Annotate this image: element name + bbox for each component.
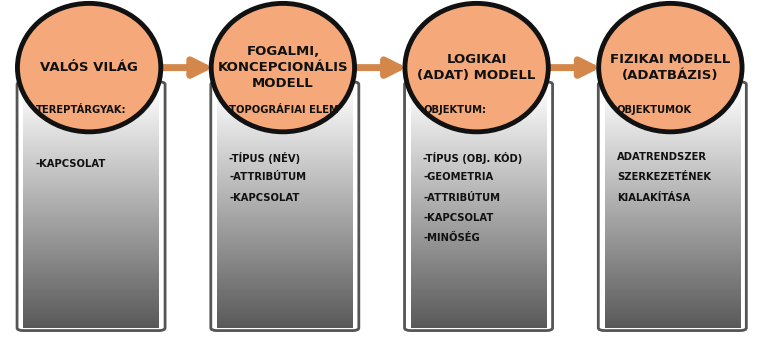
- Text: -TÍPUS (OBJ. KÓD): -TÍPUS (OBJ. KÓD): [423, 152, 522, 164]
- Text: SZERKEZETÉNEK: SZERKEZETÉNEK: [617, 172, 711, 183]
- Text: ADATRENDSZER: ADATRENDSZER: [617, 152, 707, 162]
- Text: LOGIKAI
(ADAT) MODELL: LOGIKAI (ADAT) MODELL: [418, 53, 536, 82]
- Text: -GEOMETRIA: -GEOMETRIA: [423, 172, 494, 183]
- Text: -ATTRIBÚTUM: -ATTRIBÚTUM: [229, 172, 306, 183]
- Text: KIALAKÍTÁSA: KIALAKÍTÁSA: [617, 193, 691, 203]
- Ellipse shape: [598, 3, 742, 132]
- Text: -KAPCSOLAT: -KAPCSOLAT: [229, 193, 300, 203]
- Text: FOGALMI,
KONCEPCIONÁLIS
MODELL: FOGALMI, KONCEPCIONÁLIS MODELL: [218, 45, 348, 90]
- Text: -ATTRIBÚTUM: -ATTRIBÚTUM: [423, 193, 500, 203]
- Text: VALÓS VILÁG: VALÓS VILÁG: [40, 61, 138, 74]
- Text: -TÍPUS (NÉV): -TÍPUS (NÉV): [229, 152, 301, 164]
- Text: TOPOGRÁFIAI ELEM: TOPOGRÁFIAI ELEM: [229, 105, 339, 115]
- Text: OBJEKTUM:: OBJEKTUM:: [423, 105, 486, 115]
- Ellipse shape: [17, 3, 161, 132]
- Text: OBJEKTUMOK: OBJEKTUMOK: [617, 105, 692, 115]
- Text: -KAPCSOLAT: -KAPCSOLAT: [423, 213, 494, 223]
- Ellipse shape: [405, 3, 549, 132]
- Text: FIZIKAI MODELL
(ADATBÁZIS): FIZIKAI MODELL (ADATBÁZIS): [610, 53, 731, 82]
- Text: -KAPCSOLAT: -KAPCSOLAT: [36, 159, 106, 169]
- Text: TEREPTÁRGYAK:: TEREPTÁRGYAK:: [36, 105, 126, 115]
- Ellipse shape: [211, 3, 355, 132]
- Text: -MINŐSÉG: -MINŐSÉG: [423, 233, 480, 243]
